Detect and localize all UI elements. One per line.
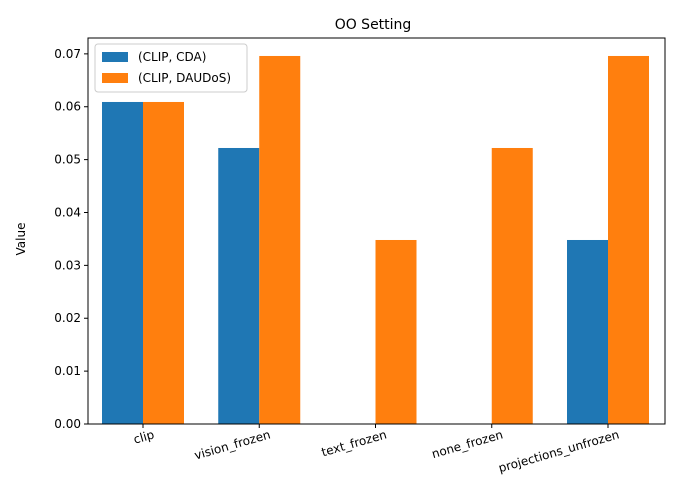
y-tick-label: 0.01 bbox=[54, 364, 81, 378]
bars-layer bbox=[102, 55, 649, 424]
legend-swatch bbox=[102, 73, 128, 83]
legend-label: (CLIP, DAUDoS) bbox=[138, 71, 231, 85]
y-tick-label: 0.07 bbox=[54, 47, 81, 61]
bar-daudos-none_frozen bbox=[491, 147, 533, 424]
bar-cda-clip bbox=[102, 101, 143, 424]
legend-swatch bbox=[102, 52, 128, 62]
bar-daudos-projections_unfrozen bbox=[608, 55, 649, 424]
y-tick-label: 0.04 bbox=[54, 205, 81, 219]
y-tick-label: 0.02 bbox=[54, 311, 81, 325]
y-tick-label: 0.00 bbox=[54, 417, 81, 431]
x-tick-label: vision_frozen bbox=[193, 427, 272, 462]
y-axis-label: Value bbox=[14, 223, 28, 256]
bar-daudos-text_frozen bbox=[375, 239, 417, 424]
y-tick-label: 0.06 bbox=[54, 100, 81, 114]
bar-cda-vision_frozen bbox=[218, 147, 260, 424]
x-tick-label: projections_unfrozen bbox=[497, 427, 621, 475]
x-tick-label: none_frozen bbox=[430, 427, 504, 461]
x-tick-label: text_frozen bbox=[320, 427, 388, 459]
y-tick-label: 0.03 bbox=[54, 258, 81, 272]
bar-cda-projections_unfrozen bbox=[567, 239, 608, 424]
legend: (CLIP, CDA) (CLIP, DAUDoS) bbox=[94, 43, 248, 93]
chart-title: OO Setting bbox=[335, 17, 412, 33]
bar-daudos-vision_frozen bbox=[259, 55, 301, 424]
legend-box bbox=[94, 43, 248, 93]
bar-daudos-clip bbox=[143, 101, 184, 424]
plot-frame bbox=[87, 37, 666, 425]
x-tick-label: clip bbox=[132, 427, 156, 446]
y-tick-label: 0.05 bbox=[54, 153, 81, 167]
legend-label: (CLIP, CDA) bbox=[138, 50, 206, 64]
